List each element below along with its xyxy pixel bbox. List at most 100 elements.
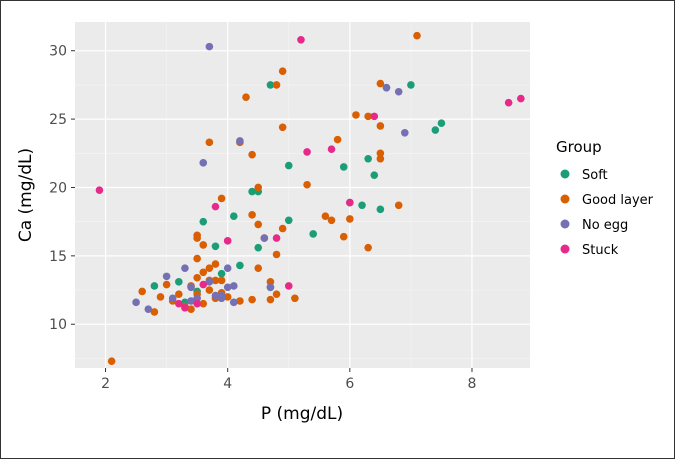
point-good-layer (193, 234, 201, 242)
point-soft (248, 187, 256, 196)
point-no-egg (205, 278, 214, 286)
y-tick-label: 25 (49, 112, 67, 128)
point-no-egg (229, 282, 238, 290)
point-good-layer (248, 295, 256, 304)
point-good-layer (217, 276, 226, 285)
point-no-egg (132, 298, 140, 307)
point-stuck (303, 148, 311, 156)
point-soft (309, 230, 317, 238)
point-soft (376, 205, 385, 214)
point-stuck (272, 234, 281, 242)
point-no-egg (162, 272, 171, 281)
point-good-layer (223, 293, 232, 301)
point-good-layer (376, 122, 385, 130)
point-soft (370, 171, 379, 179)
point-no-egg (199, 159, 208, 167)
point-good-layer (242, 93, 250, 102)
point-good-layer (272, 81, 281, 89)
point-good-layer (321, 212, 330, 220)
point-soft (236, 261, 244, 270)
point-stuck (297, 35, 305, 44)
point-good-layer (199, 268, 208, 277)
point-soft (431, 126, 440, 134)
point-no-egg (217, 291, 226, 300)
point-no-egg (382, 83, 391, 92)
legend-key-no-egg (560, 219, 570, 229)
point-good-layer (272, 250, 281, 259)
point-good-layer (248, 150, 256, 159)
point-good-layer (217, 194, 226, 203)
point-stuck (370, 112, 379, 121)
x-tick-label: 2 (101, 376, 110, 392)
point-stuck (504, 98, 513, 107)
point-stuck (284, 282, 293, 290)
point-no-egg (229, 298, 238, 307)
point-good-layer (205, 264, 214, 272)
point-good-layer (254, 220, 263, 229)
point-good-layer (266, 295, 275, 304)
point-soft (211, 242, 220, 251)
point-soft (364, 154, 372, 163)
point-good-layer (333, 135, 342, 144)
point-good-layer (376, 149, 385, 158)
point-stuck (346, 198, 354, 207)
point-good-layer (138, 287, 146, 296)
point-good-layer (376, 79, 385, 88)
point-good-layer (364, 112, 372, 121)
point-no-egg (400, 128, 409, 137)
point-good-layer (199, 299, 208, 308)
y-axis-title: Ca (mg/dL) (16, 148, 36, 242)
legend-label-no-egg: No egg (582, 218, 628, 233)
point-soft (175, 278, 183, 286)
x-axis-ticks: 2 4 6 8 (101, 368, 476, 392)
legend-label-good-layer: Good layer (582, 193, 654, 208)
legend-title: Group (556, 138, 602, 156)
point-soft (284, 161, 293, 170)
point-good-layer (236, 297, 244, 305)
legend: Group Soft Good layer No egg Stuck (556, 138, 654, 258)
point-good-layer (211, 260, 220, 268)
point-no-egg (266, 283, 275, 292)
point-good-layer (254, 264, 263, 272)
point-good-layer (193, 273, 201, 282)
point-good-layer (272, 290, 281, 298)
point-no-egg (223, 264, 232, 272)
point-soft (150, 282, 159, 290)
point-soft (266, 81, 275, 89)
point-no-egg (187, 297, 195, 305)
point-good-layer (291, 294, 299, 303)
y-tick-label: 15 (49, 249, 67, 265)
point-good-layer (156, 293, 165, 301)
point-good-layer (376, 154, 385, 163)
point-no-egg (205, 42, 214, 51)
point-soft (199, 217, 208, 226)
point-no-egg (223, 283, 232, 292)
point-good-layer (254, 183, 263, 192)
y-tick-label: 10 (49, 317, 67, 333)
point-good-layer (364, 243, 372, 252)
point-good-layer (205, 138, 214, 147)
point-no-egg (144, 305, 153, 313)
point-stuck (517, 94, 525, 103)
point-good-layer (162, 280, 171, 289)
point-soft (229, 212, 238, 220)
point-good-layer (278, 67, 287, 76)
point-soft (217, 269, 226, 278)
x-tick-label: 8 (468, 376, 477, 392)
x-tick-label: 6 (345, 376, 354, 392)
point-soft (254, 243, 263, 252)
point-good-layer (327, 216, 336, 225)
point-good-layer (278, 224, 287, 233)
data-points (95, 31, 525, 365)
point-soft (358, 201, 366, 210)
major-gridlines (75, 22, 530, 368)
point-good-layer (339, 232, 348, 241)
point-stuck (175, 299, 183, 308)
point-no-egg (394, 87, 403, 96)
y-tick-label: 20 (49, 180, 67, 196)
legend-label-soft: Soft (582, 168, 608, 183)
point-good-layer (346, 215, 354, 223)
point-good-layer (352, 111, 360, 119)
point-good-layer (107, 357, 116, 365)
